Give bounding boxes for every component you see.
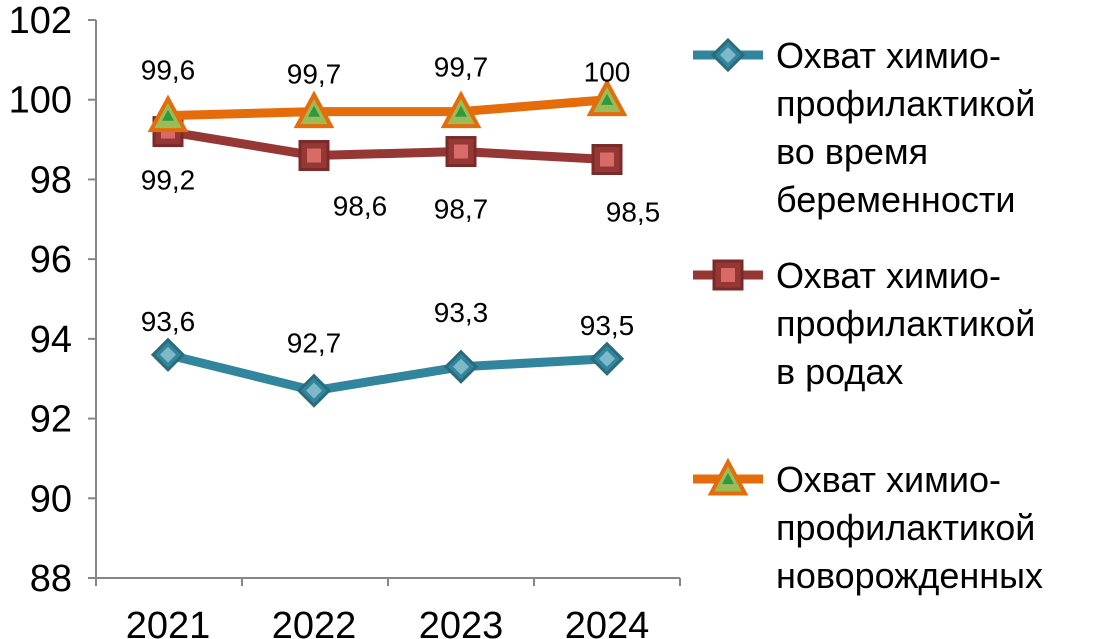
series-line	[163, 95, 612, 121]
marker-diamond-inner	[599, 350, 615, 367]
marker-triangle-inner	[308, 105, 320, 117]
data-label: 99,7	[434, 52, 489, 83]
data-label: 100	[584, 57, 631, 88]
legend: Охват химио-профилактикой во время беремен…	[693, 35, 1043, 596]
y-tick-label: 102	[9, 0, 72, 42]
legend-label: профилактикой	[776, 507, 1035, 548]
data-label: 98,6	[333, 191, 388, 222]
legend-label: Охват химио-	[776, 255, 1001, 296]
y-tick-label: 100	[9, 80, 72, 122]
data-label: 93,5	[580, 310, 635, 341]
data-label: 92,7	[287, 328, 342, 359]
data-label: 99,6	[141, 55, 196, 86]
legend-label: профилактикой	[776, 303, 1035, 344]
marker-diamond-inner	[720, 47, 736, 63]
data-point	[443, 349, 479, 384]
x-tick-label: 2021	[126, 605, 211, 639]
data-point	[440, 90, 482, 129]
data-label: 93,6	[141, 306, 196, 337]
y-tick-label: 94	[30, 319, 72, 361]
marker-square-outer	[298, 140, 330, 172]
data-point	[589, 341, 625, 376]
series-line	[163, 127, 612, 164]
marker-square-inner	[721, 268, 735, 282]
marker-diamond-inner	[306, 382, 322, 399]
data-point	[150, 337, 186, 372]
legend-label: профилактикой	[776, 83, 1035, 124]
data-point	[147, 94, 189, 133]
legend-entry-0: Охват химио-профилактикой во время беремен…	[693, 35, 1035, 220]
x-tick-label: 2022	[272, 605, 357, 639]
marker-triangle-inner	[722, 473, 734, 485]
data-label: 99,7	[287, 59, 342, 90]
data-point	[445, 136, 477, 168]
axes: 88 90 92 94 96 98 100 102 2021 2022 2023 2024	[9, 0, 681, 639]
marker-triangle-inner	[455, 105, 467, 117]
legend-marker	[707, 457, 749, 496]
legend-label: во время	[776, 131, 928, 172]
data-point	[298, 140, 330, 172]
data-labels: 93,6 92,7 93,3 93,5 99,2 98,6 98,7 98,5 99,6 99,7…	[141, 52, 661, 359]
legend-marker	[712, 259, 744, 291]
marker-diamond-inner	[453, 358, 469, 375]
data-label: 98,5	[606, 197, 661, 228]
legend-entry-1: Охват химио-профилактикой в родах	[693, 255, 1035, 392]
series-layer	[147, 78, 628, 408]
y-tick-label: 98	[30, 159, 72, 201]
legend-label: Охват химио-	[776, 459, 1001, 500]
legend-label: Охват химио-	[776, 35, 1001, 76]
data-point	[586, 78, 628, 117]
x-tick-label: 2023	[419, 605, 504, 639]
y-tick-label: 92	[30, 399, 72, 441]
data-point	[293, 90, 335, 129]
y-tick-label: 88	[30, 558, 72, 600]
y-tick-label: 90	[30, 478, 72, 520]
data-label: 99,2	[141, 165, 196, 196]
data-point	[591, 144, 623, 175]
legend-label: в родах	[776, 351, 903, 392]
marker-square-inner	[307, 148, 321, 163]
data-point	[296, 373, 332, 408]
x-tick-label: 2024	[565, 605, 650, 639]
marker-triangle-inner	[162, 109, 174, 121]
legend-entry-2: Охват химио-профилактикой новорожденных	[693, 457, 1043, 596]
series-0	[150, 337, 625, 408]
legend-label: новорожденных	[776, 555, 1043, 596]
data-label: 93,3	[434, 297, 489, 328]
marker-square-inner	[600, 152, 614, 167]
series-line	[163, 350, 612, 396]
data-label: 98,7	[434, 194, 489, 225]
series-2	[147, 78, 628, 133]
marker-square-inner	[454, 144, 468, 159]
marker-square-outer	[445, 136, 477, 168]
legend-label: беременности	[776, 179, 1015, 220]
series-1	[152, 116, 623, 175]
y-tick-label: 96	[30, 239, 72, 281]
marker-diamond-inner	[160, 346, 176, 363]
marker-triangle-inner	[601, 93, 613, 105]
legend-marker	[710, 37, 746, 73]
